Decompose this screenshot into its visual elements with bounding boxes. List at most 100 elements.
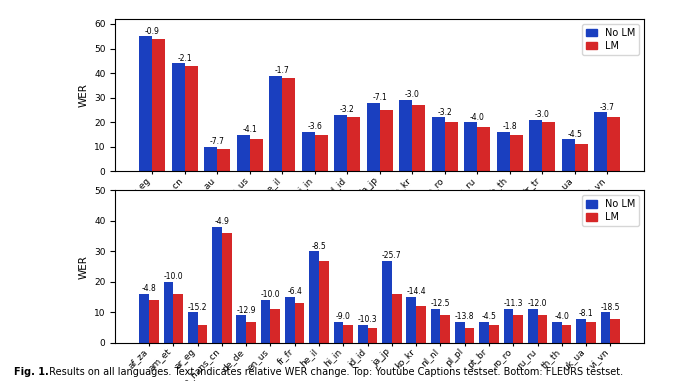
Bar xyxy=(212,227,222,343)
Bar xyxy=(246,322,256,343)
Bar xyxy=(367,328,377,343)
Bar xyxy=(302,132,315,171)
Bar xyxy=(237,315,246,343)
Text: -7.7: -7.7 xyxy=(210,137,224,146)
Bar xyxy=(552,322,562,343)
Bar xyxy=(576,319,586,343)
Bar xyxy=(172,63,185,171)
Y-axis label: WER: WER xyxy=(79,255,89,279)
Bar xyxy=(431,309,441,343)
Text: -11.3: -11.3 xyxy=(504,299,523,309)
Bar xyxy=(347,117,360,171)
Bar xyxy=(586,322,596,343)
Legend: No LM, LM: No LM, LM xyxy=(582,195,639,226)
Bar xyxy=(441,315,450,343)
Bar xyxy=(399,100,412,171)
Bar xyxy=(432,117,445,171)
Bar xyxy=(489,325,498,343)
Bar xyxy=(282,78,295,171)
Bar xyxy=(527,309,538,343)
Bar xyxy=(285,297,295,343)
Text: -2.1: -2.1 xyxy=(178,54,192,62)
Bar xyxy=(149,300,159,343)
Bar xyxy=(504,309,513,343)
Bar xyxy=(139,294,149,343)
Text: -6.4: -6.4 xyxy=(287,287,302,296)
Text: -3.2: -3.2 xyxy=(437,108,452,117)
Bar xyxy=(382,261,392,343)
Text: -18.5: -18.5 xyxy=(601,303,620,312)
Bar xyxy=(163,282,174,343)
Text: -10.3: -10.3 xyxy=(358,315,378,324)
Bar xyxy=(479,322,489,343)
Text: -3.2: -3.2 xyxy=(340,105,355,114)
Text: -8.1: -8.1 xyxy=(579,309,593,318)
Bar xyxy=(610,319,620,343)
Legend: No LM, LM: No LM, LM xyxy=(582,24,639,54)
Bar xyxy=(358,325,367,343)
Text: -13.8: -13.8 xyxy=(455,312,475,321)
Text: -10.0: -10.0 xyxy=(163,272,183,281)
Bar xyxy=(153,39,165,171)
Text: -9.0: -9.0 xyxy=(336,312,351,321)
Text: -15.2: -15.2 xyxy=(188,303,207,312)
Text: -8.5: -8.5 xyxy=(312,242,326,251)
Text: -4.9: -4.9 xyxy=(214,217,229,226)
Bar xyxy=(477,127,490,171)
Bar xyxy=(295,303,304,343)
Text: -1.7: -1.7 xyxy=(275,66,290,75)
Text: -4.0: -4.0 xyxy=(470,112,485,122)
Bar xyxy=(416,306,426,343)
Bar xyxy=(513,315,523,343)
Bar xyxy=(538,315,547,343)
Bar xyxy=(464,122,477,171)
Bar xyxy=(309,251,319,343)
Bar xyxy=(367,102,380,171)
Bar xyxy=(237,134,250,171)
Text: -4.0: -4.0 xyxy=(555,312,570,321)
Bar xyxy=(445,122,458,171)
Bar xyxy=(222,233,232,343)
Bar xyxy=(594,112,607,171)
Text: -12.0: -12.0 xyxy=(527,299,547,309)
Bar xyxy=(334,115,347,171)
Bar xyxy=(185,66,198,171)
Bar xyxy=(334,322,343,343)
Bar xyxy=(607,117,620,171)
Text: -10.0: -10.0 xyxy=(260,290,280,299)
Y-axis label: WER: WER xyxy=(79,83,89,107)
Text: -4.5: -4.5 xyxy=(567,130,582,139)
Bar xyxy=(139,36,153,171)
Bar xyxy=(174,294,183,343)
Bar xyxy=(392,294,401,343)
Text: Fig. 1.: Fig. 1. xyxy=(14,367,48,377)
Text: -1.8: -1.8 xyxy=(502,122,517,131)
Bar xyxy=(188,312,197,343)
Bar xyxy=(319,261,329,343)
Bar xyxy=(574,144,588,171)
Text: -4.5: -4.5 xyxy=(481,312,496,321)
Text: -12.9: -12.9 xyxy=(237,306,256,315)
Bar xyxy=(464,328,475,343)
Bar xyxy=(380,110,393,171)
Bar xyxy=(343,325,353,343)
Bar xyxy=(455,322,464,343)
Bar xyxy=(529,120,542,171)
Bar xyxy=(601,312,610,343)
Text: -3.0: -3.0 xyxy=(535,110,550,119)
Text: -25.7: -25.7 xyxy=(382,251,401,260)
Bar xyxy=(204,147,217,171)
Bar xyxy=(406,297,416,343)
Bar xyxy=(217,149,231,171)
Text: -3.0: -3.0 xyxy=(405,90,420,99)
X-axis label: Locale: Locale xyxy=(363,231,397,240)
Text: -0.9: -0.9 xyxy=(145,27,160,35)
Bar xyxy=(562,325,572,343)
Text: -3.7: -3.7 xyxy=(599,103,614,112)
Text: -4.1: -4.1 xyxy=(242,125,257,134)
Text: -3.6: -3.6 xyxy=(307,122,322,131)
Bar xyxy=(197,325,207,343)
Text: -7.1: -7.1 xyxy=(372,93,387,102)
Bar xyxy=(561,139,574,171)
Bar xyxy=(271,309,280,343)
